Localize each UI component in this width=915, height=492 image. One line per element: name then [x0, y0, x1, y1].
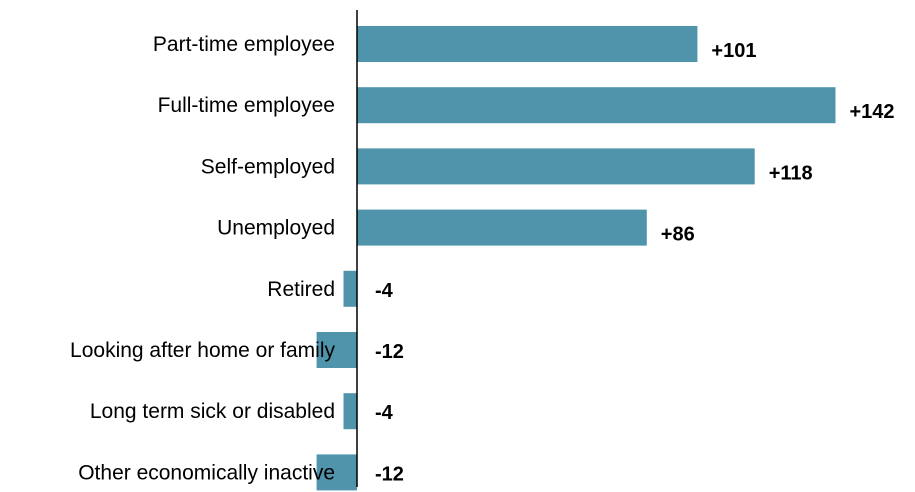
value-labels: +101 +142 +118 +86 -4 -12 -4 -12: [375, 40, 895, 485]
value-label-unemployed: +86: [661, 224, 695, 246]
bar-full-time-employee: [357, 87, 836, 124]
category-label-full-time-employee: Full-time employee: [158, 94, 335, 117]
value-label-other-economically-inactive: -12: [375, 463, 404, 485]
category-label-self-employed: Self-employed: [201, 155, 335, 178]
value-label-retired: -4: [375, 280, 394, 302]
bar-other-economically-inactive: [316, 454, 357, 491]
value-label-self-employed: +118: [769, 162, 813, 184]
category-label-other-economically-inactive: Other economically inactive: [78, 461, 335, 484]
bar-part-time-employee: [357, 26, 698, 62]
category-label-retired: Retired: [267, 278, 335, 301]
category-label-part-time-employee: Part-time employee: [153, 33, 335, 56]
category-label-looking-after-home-or-family: Looking after home or family: [70, 339, 335, 362]
category-label-long-term-sick-or-disabled: Long term sick or disabled: [90, 400, 335, 423]
bar-looking-after-home-or-family: [316, 332, 357, 368]
value-label-full-time-employee: +142: [850, 101, 895, 123]
bar-long-term-sick-or-disabled: [343, 393, 357, 430]
bars-layer: [316, 26, 836, 491]
value-label-long-term-sick-or-disabled: -4: [375, 402, 394, 424]
category-labels: Part-time employee Full-time employee Self…: [70, 33, 335, 484]
value-label-part-time-employee: +101: [711, 40, 756, 62]
category-label-unemployed: Unemployed: [217, 217, 335, 240]
bar-self-employed: [357, 148, 755, 185]
bar-retired: [343, 270, 357, 307]
bar-unemployed: [357, 209, 647, 246]
value-label-looking-after-home-or-family: -12: [375, 341, 404, 363]
